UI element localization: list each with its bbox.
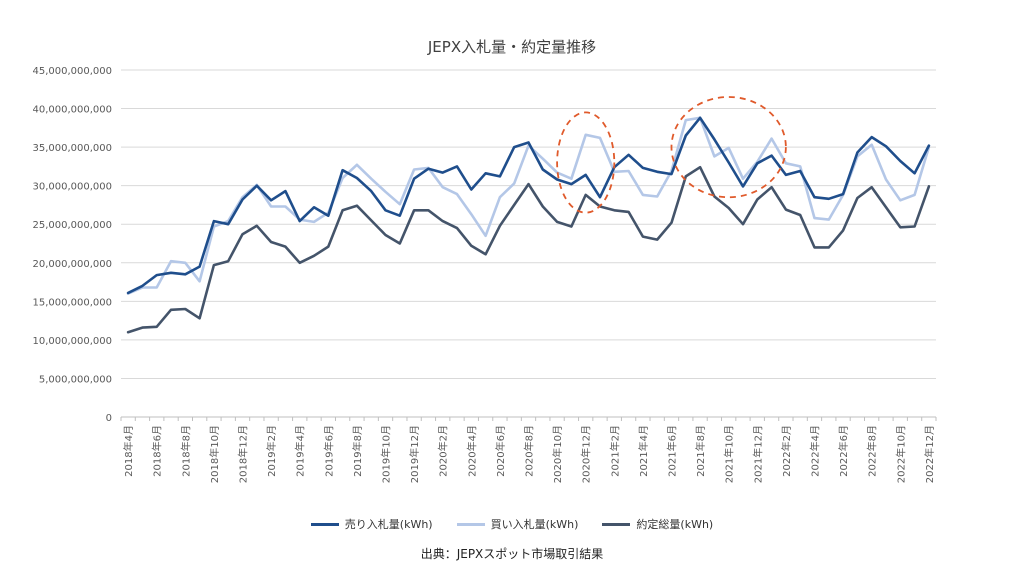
- x-tick-label: 2018年10月: [208, 425, 221, 483]
- x-tick-label: 2020年2月: [437, 425, 450, 477]
- x-tick-label: 2019年2月: [265, 425, 278, 477]
- y-tick-label: 20,000,000,000: [32, 259, 112, 270]
- legend-swatch-contract: [602, 522, 631, 526]
- x-tick-label: 2020年4月: [465, 425, 478, 477]
- y-tick-label: 30,000,000,000: [32, 182, 112, 193]
- x-tick-label: 2019年4月: [294, 425, 307, 477]
- x-tick-label: 2018年6月: [151, 425, 164, 477]
- x-tick-label: 2019年12月: [408, 425, 421, 483]
- legend-label-sell: 売り入札量(kWh): [344, 518, 433, 531]
- y-tick-label: 35,000,000,000: [32, 143, 112, 154]
- legend-label-buy: 買い入札量(kWh): [490, 518, 579, 531]
- legend-item-buy: 買い入札量(kWh): [456, 516, 579, 532]
- y-tick-label: 25,000,000,000: [32, 220, 112, 231]
- legend-item-sell: 売り入札量(kWh): [310, 516, 433, 532]
- chart-title: JEPX入札量・約定量推移: [427, 38, 597, 56]
- x-tick-label: 2021年2月: [608, 425, 621, 477]
- series-contract-line: [126, 165, 931, 334]
- source-note: 出典：JEPXスポット市場取引結果: [420, 547, 604, 561]
- y-tick-label: 10,000,000,000: [32, 336, 112, 347]
- x-tick-label: 2021年8月: [694, 425, 707, 477]
- y-tick-label: 15,000,000,000: [32, 297, 112, 308]
- x-tick-label: 2019年8月: [351, 425, 364, 477]
- highlight-ellipse-1: [556, 111, 616, 214]
- x-tick-label: 2020年10月: [551, 425, 564, 483]
- x-tick-label: 2018年8月: [179, 425, 192, 477]
- x-tick-label: 2019年6月: [322, 425, 335, 477]
- x-tick-label: 2021年10月: [723, 425, 736, 483]
- x-tick-label: 2022年4月: [808, 425, 821, 477]
- x-tick-label: 2020年12月: [580, 425, 593, 483]
- y-tick-label: 40,000,000,000: [32, 105, 112, 116]
- x-tick-label: 2022年8月: [866, 425, 879, 477]
- x-tick-label: 2019年10月: [380, 425, 393, 483]
- y-tick-label: 5,000,000,000: [39, 374, 112, 385]
- x-tick-label: 2021年12月: [751, 425, 764, 483]
- x-tick-label: 2022年6月: [837, 425, 850, 477]
- legend-swatch-sell: [310, 522, 339, 526]
- x-tick-label: 2022年12月: [923, 425, 936, 483]
- legend-item-contract: 約定総量(kWh): [602, 516, 713, 532]
- y-tick-label: 0: [106, 413, 112, 424]
- highlight-ellipse-2: [670, 96, 787, 199]
- legend-swatch-buy: [456, 522, 485, 526]
- series-sell-line: [126, 116, 931, 295]
- x-tick-label: 2018年12月: [237, 425, 250, 483]
- x-tick-label: 2018年4月: [122, 425, 135, 477]
- x-tick-label: 2021年4月: [637, 425, 650, 477]
- x-tick-label: 2022年10月: [894, 425, 907, 483]
- x-tick-label: 2022年2月: [780, 425, 793, 477]
- x-tick-label: 2020年8月: [523, 425, 536, 477]
- x-tick-label: 2021年6月: [665, 425, 678, 477]
- y-tick-label: 45,000,000,000: [32, 66, 112, 77]
- legend-label-contract: 約定総量(kWh): [636, 518, 714, 531]
- legend: 売り入札量(kWh) 買い入札量(kWh) 約定総量(kWh): [0, 516, 1024, 532]
- x-tick-label: 2020年6月: [494, 425, 507, 477]
